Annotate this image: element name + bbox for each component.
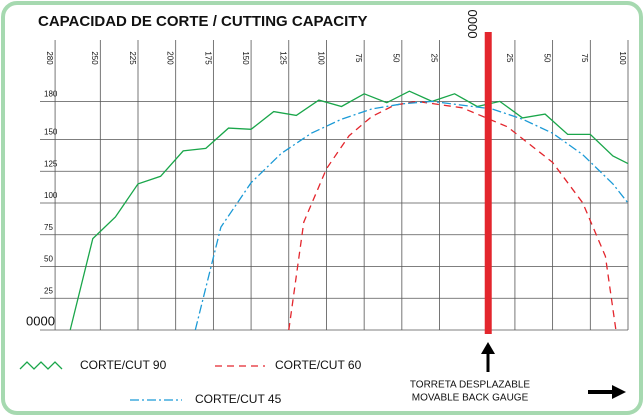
y-tick-label: 75 <box>44 223 53 232</box>
legend-swatch <box>19 361 63 370</box>
x-tick-label: 75 <box>580 54 589 63</box>
x-tick-label: 25 <box>429 54 438 63</box>
x-tick-label: 0000 <box>465 10 480 39</box>
y-tick-label: 125 <box>44 159 58 168</box>
x-tick-label: 25 <box>505 54 514 63</box>
x-tick-label: 200 <box>166 51 175 65</box>
legend-label: CORTE/CUT 60 <box>275 358 362 372</box>
y-tick-label: 25 <box>44 286 53 295</box>
y-tick-label: 50 <box>44 255 53 264</box>
gauge-arrow <box>481 342 495 372</box>
direction-arrow <box>588 385 626 399</box>
x-tick-label: 280 <box>45 51 54 65</box>
x-tick-label: 125 <box>279 51 288 65</box>
y-tick-label: 100 <box>44 191 58 200</box>
series-line <box>194 100 629 331</box>
series-line <box>69 90 629 331</box>
y-tick-label: 0000 <box>26 313 55 328</box>
legend-label: CORTE/CUT 90 <box>80 358 167 372</box>
x-tick-label: 175 <box>203 51 212 65</box>
x-tick-label: 100 <box>316 51 325 65</box>
annotation: TORRETA DESPLAZABLE <box>410 380 531 391</box>
y-tick-label: 180 <box>44 90 58 99</box>
x-tick-label: 225 <box>128 51 137 65</box>
annotation: MOVABLE BACK GAUGE <box>412 393 529 404</box>
x-tick-label: 150 <box>241 51 250 65</box>
x-tick-label: 50 <box>392 54 401 63</box>
legend-label: CORTE/CUT 45 <box>195 392 282 406</box>
x-tick-label: 75 <box>354 54 363 63</box>
chart-title: CAPACIDAD DE CORTE / CUTTING CAPACITY <box>38 13 367 30</box>
x-tick-label: 250 <box>90 51 99 65</box>
x-tick-label: 50 <box>543 54 552 63</box>
y-tick-label: 150 <box>44 128 58 137</box>
x-tick-label: 100 <box>618 51 627 65</box>
